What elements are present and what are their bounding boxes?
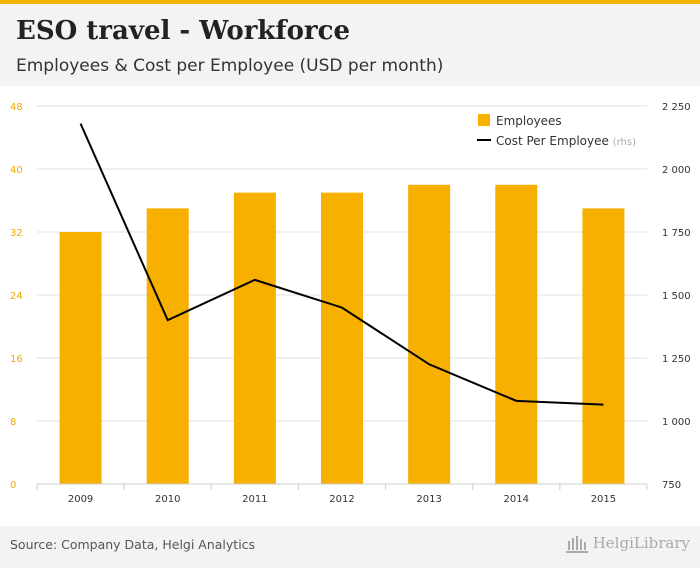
axes: 0 8 16 24 32 40 48 750 1 000 1 250 1 500 1 750 2 000… — [10, 102, 691, 505]
y-right-tick-label: 1 500 — [662, 291, 691, 302]
x-tick-label: 2014 — [504, 494, 529, 505]
x-tick-label: 2010 — [155, 494, 180, 505]
legend: Employees Cost Per Employee (rhs) — [477, 114, 636, 148]
line-series — [79, 123, 604, 406]
chart-header: ESO travel - Workforce Employees & Cost … — [0, 4, 700, 86]
x-tick-label: 2012 — [329, 494, 354, 505]
page-title: ESO travel - Workforce — [16, 16, 351, 46]
chart-svg: 0 8 16 24 32 40 48 750 1 000 1 250 1 500 1 750 2 000… — [10, 102, 691, 505]
chart-area: 0 8 16 24 32 40 48 750 1 000 1 250 1 500 1 750 2 000… — [0, 86, 700, 526]
legend-swatch-employees — [478, 114, 490, 126]
y-left-tick-label: 16 — [10, 354, 23, 365]
x-tick-label: 2009 — [68, 494, 93, 505]
x-tick-label: 2011 — [242, 494, 267, 505]
library-icon — [565, 536, 588, 553]
bar-series — [59, 184, 625, 484]
y-left-tick-label: 40 — [10, 165, 23, 176]
y-left-tick-label: 48 — [10, 102, 23, 113]
y-right-tick-label: 1 000 — [662, 417, 691, 428]
legend-label-cost: Cost Per Employee (rhs) — [496, 134, 636, 148]
chart-footer: Source: Company Data, Helgi Analytics He… — [0, 526, 700, 568]
bar — [495, 184, 538, 484]
legend-rhs-suffix: (rhs) — [613, 137, 636, 148]
y-right-tick-label: 750 — [662, 480, 681, 491]
bar — [59, 232, 102, 484]
top-accent-bar — [0, 0, 700, 4]
x-tick-label: 2013 — [416, 494, 441, 505]
brand-logo: HelgiLibrary — [565, 532, 690, 554]
y-right-tick-label: 2 000 — [662, 165, 691, 176]
gridlines — [37, 105, 647, 422]
source-note: Source: Company Data, Helgi Analytics — [10, 537, 256, 552]
y-left-tick-label: 0 — [10, 480, 16, 491]
bar — [408, 184, 451, 484]
x-tick-label: 2015 — [591, 494, 616, 505]
page-subtitle: Employees & Cost per Employee (USD per m… — [16, 56, 444, 76]
y-right-tick-label: 1 250 — [662, 354, 691, 365]
legend-label-employees: Employees — [496, 114, 562, 128]
y-left-tick-label: 8 — [10, 417, 16, 428]
bar — [233, 192, 276, 484]
bar — [146, 208, 189, 484]
y-left-tick-label: 32 — [10, 228, 23, 239]
y-left-tick-label: 24 — [10, 291, 23, 302]
bar — [582, 208, 625, 484]
bar — [321, 192, 363, 484]
brand-name: HelgiLibrary — [592, 534, 690, 552]
y-right-tick-label: 1 750 — [662, 228, 691, 239]
y-right-tick-label: 2 250 — [662, 102, 691, 113]
